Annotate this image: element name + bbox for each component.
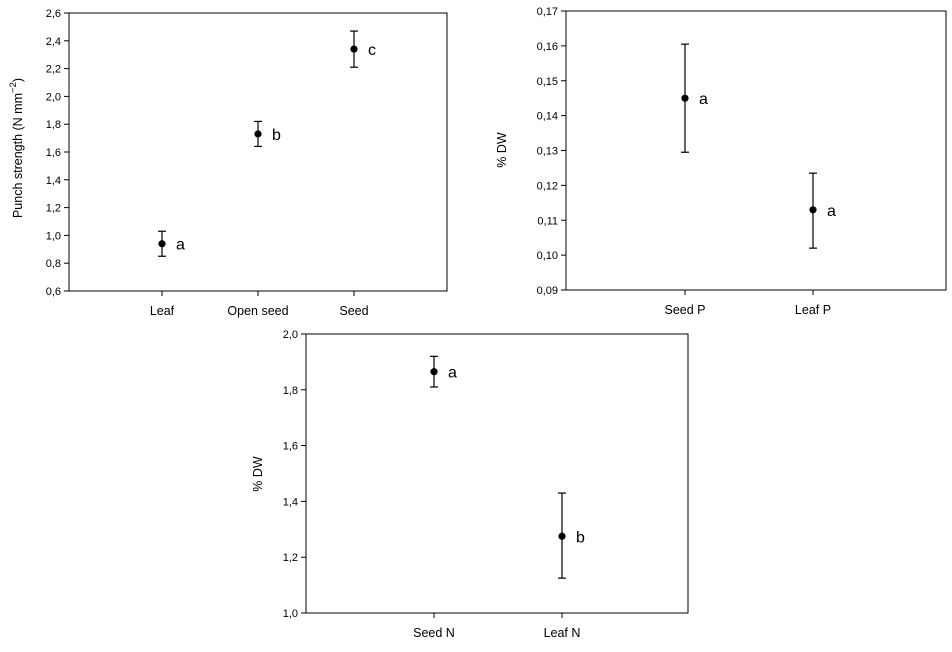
x-category-label: Open seed bbox=[227, 304, 288, 318]
y-tick-label: 2,0 bbox=[283, 329, 298, 341]
significance-letter: a bbox=[176, 237, 185, 254]
y-tick-label: 0,09 bbox=[537, 285, 558, 297]
significance-letter: b bbox=[272, 127, 281, 144]
y-tick-label: 0,10 bbox=[537, 250, 558, 262]
significance-letter: c bbox=[368, 42, 376, 59]
y-axis-title: Punch strength (N mm−2) bbox=[8, 78, 25, 218]
y-axis-title: % DW bbox=[251, 456, 265, 492]
x-category-label: Seed bbox=[339, 304, 368, 318]
y-tick-label: 1,8 bbox=[46, 119, 61, 131]
y-axis-title-text: % DW bbox=[251, 456, 265, 492]
significance-letter: a bbox=[448, 365, 457, 382]
data-point bbox=[350, 45, 358, 53]
chart-panel-2: 0,09 0,10 0,11 0,12 0,13 0,14 0,15 0,16 0,17 Seed… bbox=[495, 6, 947, 317]
plot-frame bbox=[305, 333, 689, 614]
y-tick-label: 0,15 bbox=[537, 76, 558, 88]
y-tick-label: 1,2 bbox=[283, 552, 298, 564]
y-tick-label: 1,8 bbox=[283, 385, 298, 397]
data-point bbox=[558, 532, 566, 540]
plot-frame bbox=[565, 10, 947, 291]
significance-letter: a bbox=[699, 91, 708, 108]
data-point bbox=[681, 94, 689, 102]
y-tick-label: 0,6 bbox=[46, 286, 61, 298]
y-tick-label: 0,16 bbox=[537, 41, 558, 53]
x-category-label: Leaf P bbox=[795, 303, 831, 317]
data-point bbox=[254, 130, 262, 138]
y-axis-title-close: ) bbox=[11, 78, 25, 82]
chart-panel-1: 0,6 0,8 1,0 1,2 1,4 1,6 1,8 2,0 2,2 2,4 2,6 Leaf Ope… bbox=[8, 8, 448, 318]
y-tick-label: 1,4 bbox=[46, 175, 61, 187]
x-category-label: Seed P bbox=[664, 303, 705, 317]
y-tick-label: 0,12 bbox=[537, 180, 558, 192]
plot-frame bbox=[68, 12, 448, 292]
y-tick-label: 0,13 bbox=[537, 146, 558, 158]
y-axis-title: % DW bbox=[495, 132, 509, 168]
x-category-label: Leaf N bbox=[544, 626, 581, 640]
y-tick-label: 0,14 bbox=[537, 111, 558, 123]
y-tick-label: 0,17 bbox=[537, 6, 558, 18]
y-tick-label: 2,4 bbox=[46, 36, 61, 48]
y-tick-label: 1,0 bbox=[283, 608, 298, 620]
y-axis-title-text: Punch strength (N mm bbox=[11, 93, 25, 218]
data-point bbox=[158, 240, 166, 248]
chart-panel-3: 1,0 1,2 1,4 1,6 1,8 2,0 Seed N Leaf N % DW a b bbox=[251, 329, 689, 640]
x-category-label: Leaf bbox=[150, 304, 175, 318]
y-tick-label: 2,2 bbox=[46, 64, 61, 76]
y-tick-label: 2,6 bbox=[46, 8, 61, 20]
y-tick-label: 1,6 bbox=[46, 147, 61, 159]
y-tick-label: 1,4 bbox=[283, 496, 298, 508]
y-tick-label: 1,0 bbox=[46, 230, 61, 242]
y-tick-label: 2,0 bbox=[46, 91, 61, 103]
y-axis-title-superscript: −2 bbox=[8, 82, 19, 93]
y-tick-label: 0,11 bbox=[537, 215, 558, 227]
y-tick-label: 1,2 bbox=[46, 203, 61, 215]
significance-letter: a bbox=[827, 203, 836, 220]
significance-letter: b bbox=[576, 529, 585, 546]
y-tick-label: 1,6 bbox=[283, 441, 298, 453]
y-axis-title-text: % DW bbox=[495, 132, 509, 168]
x-category-label: Seed N bbox=[413, 626, 455, 640]
y-tick-label: 0,8 bbox=[46, 258, 61, 270]
data-point bbox=[430, 368, 438, 376]
data-point bbox=[809, 206, 817, 214]
